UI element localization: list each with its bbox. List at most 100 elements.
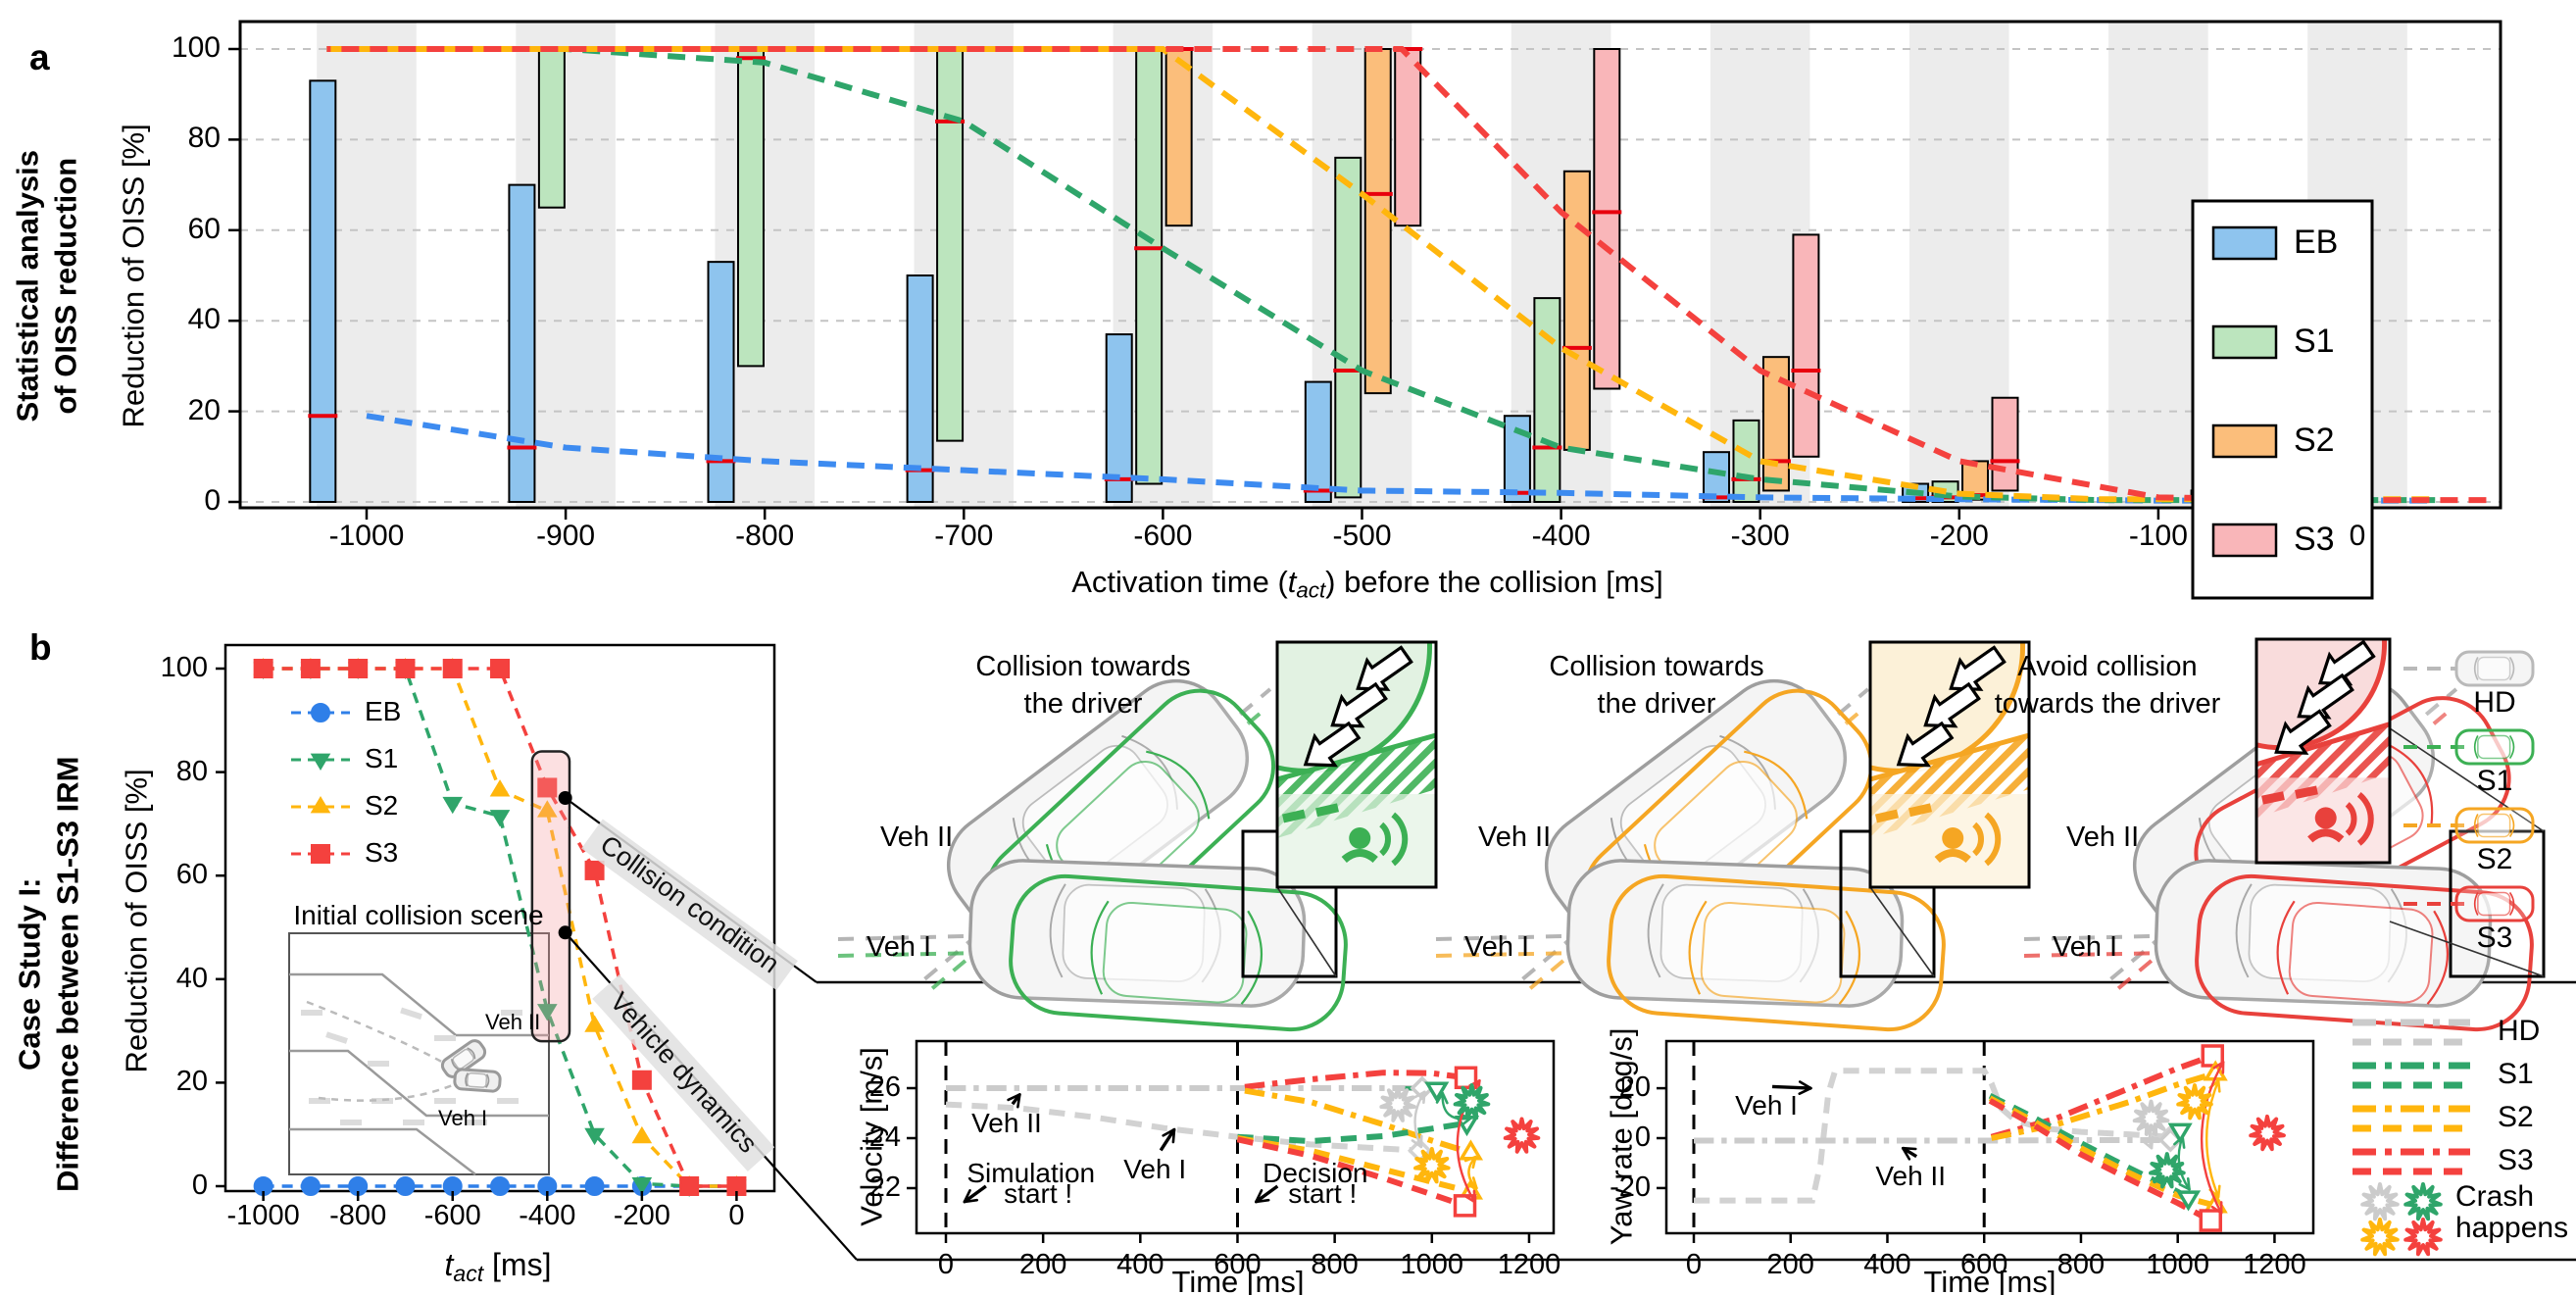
highlight-region [530, 750, 571, 1043]
lane-marking [501, 1010, 522, 1016]
collision-diagram-s3 [2023, 637, 2546, 1032]
panel-b-ytick: 20 [175, 1066, 208, 1098]
car-icon [2195, 873, 2534, 1032]
car-icon [1009, 873, 1348, 1032]
inset-zoom-s1 [1277, 642, 1436, 887]
car-icon [2454, 807, 2535, 844]
panel-a-ytick: 20 [187, 393, 221, 426]
box-s1--700 [936, 48, 965, 442]
legend-label-s3: S3 [2294, 521, 2335, 558]
series-hd-veh-ii [1694, 1137, 2171, 1144]
car-icon [440, 1039, 487, 1078]
lane-marking [368, 1061, 389, 1067]
trend-s2 [326, 46, 2438, 503]
yaw-ylabel-text: Yaw rate [deg/s] [1604, 1027, 1639, 1246]
box-eb--500 [1304, 380, 1332, 504]
diagram-s1-title-line1: Collision towards [975, 651, 1191, 682]
box-s1--900 [537, 48, 566, 209]
panel-a-xtick: -500 [1332, 520, 1392, 552]
crash-star-icon [1413, 1147, 1451, 1184]
legend-label-s2: S2 [2294, 422, 2335, 459]
series-hd-veh-i [1694, 1068, 2171, 1204]
impact-arrow-icon [1330, 681, 1388, 728]
panel-b-xtick: -1000 [226, 1200, 300, 1231]
panel-b-ytick: 40 [175, 962, 208, 994]
velocity-chart-annotation: Veh II [971, 1108, 1042, 1139]
velocity-chart-ytick: 26 [868, 1071, 901, 1103]
velocity-chart-xtick: 0 [937, 1249, 955, 1280]
box-s2--600 [1164, 48, 1193, 227]
yaw-xlabel-text: Time [ms] [1923, 1265, 2056, 1295]
car-icon [2454, 650, 2535, 687]
driver-icon [1349, 827, 1371, 849]
velocity-chart-plot-area [944, 1041, 1472, 1233]
panel-a-xtick: -100 [2128, 520, 2188, 552]
car-legend-label-s1: S1 [2476, 765, 2513, 797]
legend-swatch-s2 [2211, 423, 2278, 459]
panel-a-ytick: 80 [187, 122, 221, 155]
yaw-chart-ytick: 0 [1634, 1121, 1651, 1153]
lane-marking [497, 1098, 519, 1104]
crash-star-icon [2132, 1099, 2170, 1136]
panel-b-title-line2: Difference between S1-S3 IRM [50, 756, 84, 1192]
inset-veh2-label: Veh II [485, 1010, 541, 1034]
panel-b-xlabel-sub: act [453, 1260, 484, 1286]
velocity-chart-xtick: 200 [1018, 1249, 1067, 1280]
panel-a-xtick: 0 [2349, 520, 2366, 552]
panel-b-xtick: -200 [613, 1200, 670, 1231]
inset-veh1-label: Veh I [438, 1106, 488, 1130]
panel-a-trends [326, 46, 2490, 504]
series-s3-veh-i [1236, 1136, 1466, 1209]
panel-b-legend-s2: S2 [365, 790, 399, 821]
panel-a-frame [238, 20, 2502, 510]
panel-a-ylabel-text: Reduction of OISS [%] [116, 124, 151, 428]
box-s1--500 [1334, 156, 1362, 499]
diagram-s3-title-line2: towards the driver [1994, 687, 2221, 720]
yaw-chart-xtick: 600 [1960, 1249, 2008, 1280]
panel-b-ytick: 60 [175, 859, 208, 891]
lane-marking [434, 1035, 456, 1041]
velocity-xlabel-text: Time [ms] [1171, 1265, 1305, 1295]
yaw-chart-xtick: 400 [1863, 1249, 1911, 1280]
panel-b-xtick: -800 [329, 1200, 387, 1231]
panel-b-ytick: 100 [160, 652, 208, 683]
diagram-s2-title-line1: Collision towards [1549, 651, 1764, 682]
yaw-xlabel: Time [ms] [1924, 1265, 2056, 1295]
panel-a-xlabel-post: ) before the collision [ms] [1325, 565, 1663, 599]
bottom-legend-label-hd: HD [2498, 1015, 2541, 1047]
velocity-chart-annotation: start ! [1004, 1177, 1073, 1209]
yaw-chart [1657, 1039, 2315, 1243]
inset-zoom-s2 [1870, 642, 2029, 887]
panel-a-ytick: 0 [204, 484, 221, 517]
diagram-s2-title-line2: the driver [1597, 687, 1716, 720]
crash-star-icon [1453, 1083, 1491, 1121]
diagram-s2-veh1-label: Veh I [1464, 931, 1530, 963]
velocity-chart-xtick: 600 [1214, 1249, 1262, 1280]
lane-marking [403, 1120, 424, 1125]
panel-b-title: Case Study I: Difference between S1-S3 I… [11, 680, 87, 1269]
diagram-s2-veh2-label: Veh II [1478, 822, 1552, 853]
car-legend-label-s3: S3 [2476, 921, 2513, 954]
crash-star-icon [2149, 1152, 2186, 1189]
panel-b-title-line1: Case Study I: [12, 877, 47, 1071]
yaw-chart-xtick: 0 [1685, 1249, 1703, 1280]
panel-b-legend [291, 703, 350, 864]
driver-icon [1942, 827, 1964, 849]
panel-a-xlabel: Activation time (tact) before the collis… [1071, 565, 1663, 604]
crash-star-icon [1503, 1117, 1541, 1154]
impact-arrow-icon [1923, 681, 1981, 728]
panel-b-ytick: 80 [175, 755, 208, 787]
box-s3--400 [1593, 48, 1621, 390]
inset-frame [1275, 640, 1438, 889]
diagram-s3-veh1-label: Veh I [2053, 931, 2118, 963]
crash-star-icon [1379, 1085, 1416, 1122]
lane-marking [301, 1010, 322, 1016]
yaw-chart-xtick: 1000 [2146, 1249, 2209, 1280]
driver-icon [2314, 807, 2337, 829]
inset-frame [2254, 637, 2392, 865]
lane-marking [400, 1007, 422, 1021]
box-s1--400 [1533, 297, 1561, 503]
diagram-s1-title-line2: the driver [1023, 687, 1143, 720]
panel-b-ylabel: Reduction of OISS [%] [119, 666, 157, 1175]
panel-b-xlabel-var: t [444, 1247, 454, 1282]
